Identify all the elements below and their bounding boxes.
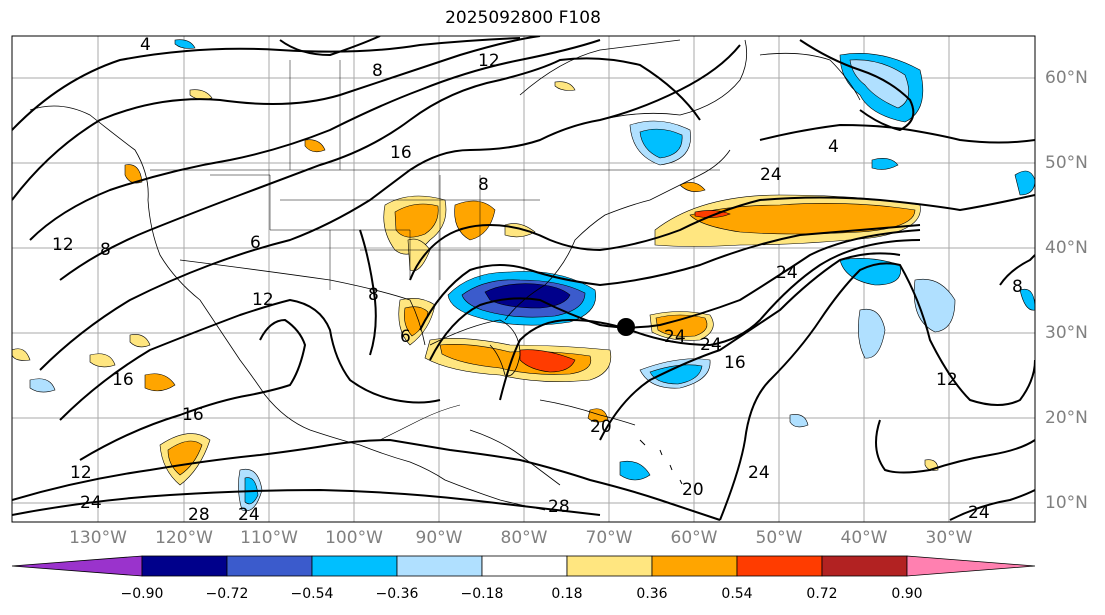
contour-label: 28: [188, 505, 210, 525]
contour-label: 24: [700, 335, 722, 355]
contour-label: 12: [70, 463, 92, 483]
contour-label: 28: [548, 497, 570, 517]
colorbar-tick-label: 0.54: [721, 586, 753, 602]
contour-label: 12: [936, 370, 958, 390]
colorbar-tick-label: −0.36: [375, 586, 419, 602]
colorbar-tick-label: 0.72: [806, 586, 838, 602]
colorbar-segment: [141, 555, 228, 577]
lon-label: 30°W: [925, 528, 973, 548]
colorbar-tick-label: −0.18: [460, 586, 504, 602]
colorbar-segment: [821, 555, 908, 577]
colorbar-tick-label: 0.18: [551, 586, 583, 602]
map-frame: [11, 35, 1036, 523]
colorbar-extend-low: [11, 555, 143, 577]
contour-label: 6: [400, 327, 411, 347]
height-contours: [12, 36, 1035, 521]
lon-label: 120°W: [155, 528, 213, 548]
contour-label: 24: [748, 463, 770, 483]
map-plot-area: [12, 36, 1035, 522]
colorbar-segment: [566, 555, 653, 577]
colorbar-extend-high: [906, 555, 1036, 577]
map-title: 2025092800 F108: [445, 8, 601, 28]
contour-label: 8: [372, 61, 383, 81]
colorbar-segment: [396, 555, 483, 577]
colorbar-segment: [481, 555, 568, 577]
lat-label: 60°N: [1045, 68, 1088, 88]
colorbar-tick-label: 0.36: [636, 586, 668, 602]
contour-label: 16: [390, 143, 412, 163]
contour-label: 24: [80, 493, 102, 513]
lon-label: 50°W: [755, 528, 803, 548]
lat-label: 50°N: [1045, 153, 1088, 173]
contour-label: 4: [140, 35, 151, 55]
contour-labels: 4 8 12 16 8 12 8 6 12 16 16 12 24 28 24 …: [52, 35, 1023, 525]
colorbar-tick-label: −0.72: [205, 586, 249, 602]
lon-label: 70°W: [585, 528, 633, 548]
lat-label: 10°N: [1045, 493, 1088, 513]
colorbar-segment: [736, 555, 823, 577]
contour-label: 8: [368, 285, 379, 305]
lon-label: 90°W: [415, 528, 463, 548]
colorbar-segment: [651, 555, 738, 577]
colorbar-segment: [226, 555, 313, 577]
contour-label: 24: [664, 327, 686, 347]
contour-label: 16: [182, 405, 204, 425]
contour-label: 8: [478, 175, 489, 195]
contour-label: 8: [1012, 277, 1023, 297]
lon-label: 60°W: [670, 528, 718, 548]
colorbar-segment: [311, 555, 398, 577]
contour-label: 16: [112, 370, 134, 390]
lon-label: 40°W: [840, 528, 888, 548]
contour-label: 24: [760, 165, 782, 185]
contour-label: 12: [252, 290, 274, 310]
coastlines: [29, 39, 861, 511]
contour-label: 6: [250, 233, 261, 253]
contour-label: 8: [100, 240, 111, 260]
contour-label: 20: [682, 480, 704, 500]
contour-label: 24: [238, 505, 260, 525]
contour-label: 16: [724, 353, 746, 373]
contour-label: 20: [590, 417, 612, 437]
contour-label: 12: [478, 51, 500, 71]
colorbar-tick-label: 0.90: [891, 586, 923, 602]
contour-label: 4: [828, 137, 839, 157]
contour-label: 12: [52, 235, 74, 255]
lon-label: 110°W: [240, 528, 298, 548]
lat-label: 40°N: [1045, 238, 1088, 258]
contour-label: 24: [776, 263, 798, 283]
colorbar-tick-label: −0.90: [120, 586, 164, 602]
colorbar: [11, 555, 1036, 577]
lon-label: 130°W: [69, 528, 127, 548]
storm-center-dot: [617, 318, 635, 336]
lon-label: 80°W: [500, 528, 548, 548]
lat-label: 30°N: [1045, 323, 1088, 343]
lon-label: 100°W: [325, 528, 383, 548]
contour-label: 24: [968, 503, 990, 523]
lat-label: 20°N: [1045, 408, 1088, 428]
colorbar-tick-label: −0.54: [290, 586, 334, 602]
